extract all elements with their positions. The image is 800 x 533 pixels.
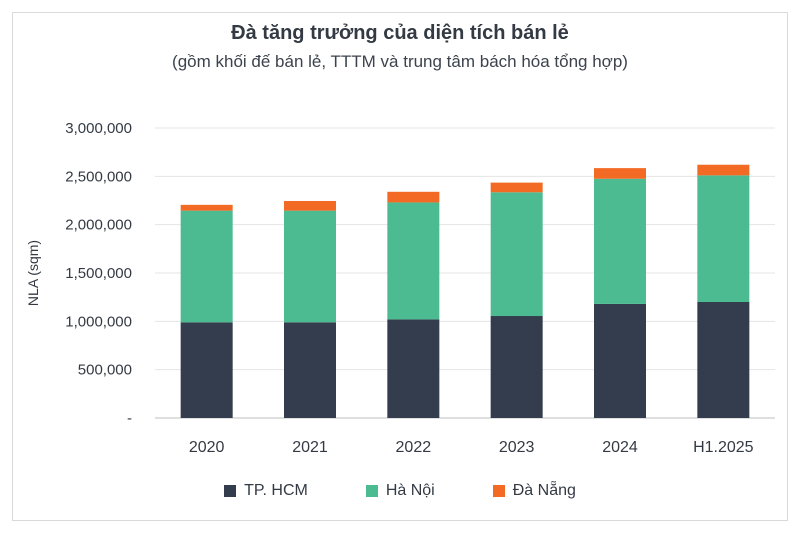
legend-swatch-hanoi [365,485,378,497]
legend-item-danang: Đà Nẵng [492,482,576,500]
bar-segment [284,322,336,418]
x-tick-label: 2023 [499,439,535,456]
bar-segment [594,168,646,179]
x-tick-label: 2024 [602,439,638,456]
legend-label-danang: Đà Nẵng [512,482,576,499]
legend-label-hcm: TP. HCM [244,482,308,499]
legend-item-hanoi: Hà Nội [365,482,435,500]
y-tick-label: - [127,410,132,427]
y-tick-label: 2,000,000 [65,217,132,234]
y-tick-label: 2,500,000 [65,168,132,185]
y-tick-label: 3,000,000 [65,120,132,137]
y-tick-label: 1,000,000 [65,313,132,330]
legend-label-hanoi: Hà Nội [385,482,435,499]
chart-subtitle: (gồm khối đế bán lẻ, TTTM và trung tâm b… [172,52,628,71]
bar-segment [594,303,646,418]
bar-segment [490,192,543,317]
chart-title: Đà tăng trưởng của diện tích bán lẻ [231,22,569,44]
bar-segment [697,302,750,418]
x-tick-label: H1.2025 [693,439,754,456]
bar-segment [180,204,233,211]
bar-segment [180,210,233,323]
y-tick-label: 500,000 [78,362,132,379]
chart-legend: TP. HCM Hà Nội Đà Nẵng [0,482,800,500]
y-tick-label: 1,500,000 [65,265,132,282]
bar-segment [490,182,543,193]
y-axis-label: NLA (sqm) [25,240,41,306]
x-tick-label: 2022 [396,439,432,456]
bar-segment [697,164,750,176]
bar-segment [387,202,440,320]
bar-segment [594,178,646,304]
bar-segment [387,191,440,203]
x-tick-label: 2021 [292,439,328,456]
legend-swatch-hcm [224,485,237,497]
bar-segment [284,210,336,323]
legend-swatch-danang [492,485,505,497]
bar-segment [387,319,440,418]
bar-segment [284,200,336,211]
bar-segment [490,316,543,418]
legend-item-hcm: TP. HCM [224,482,308,500]
bar-segment [697,175,750,302]
bar-segment [180,322,233,418]
x-tick-label: 2020 [189,439,225,456]
